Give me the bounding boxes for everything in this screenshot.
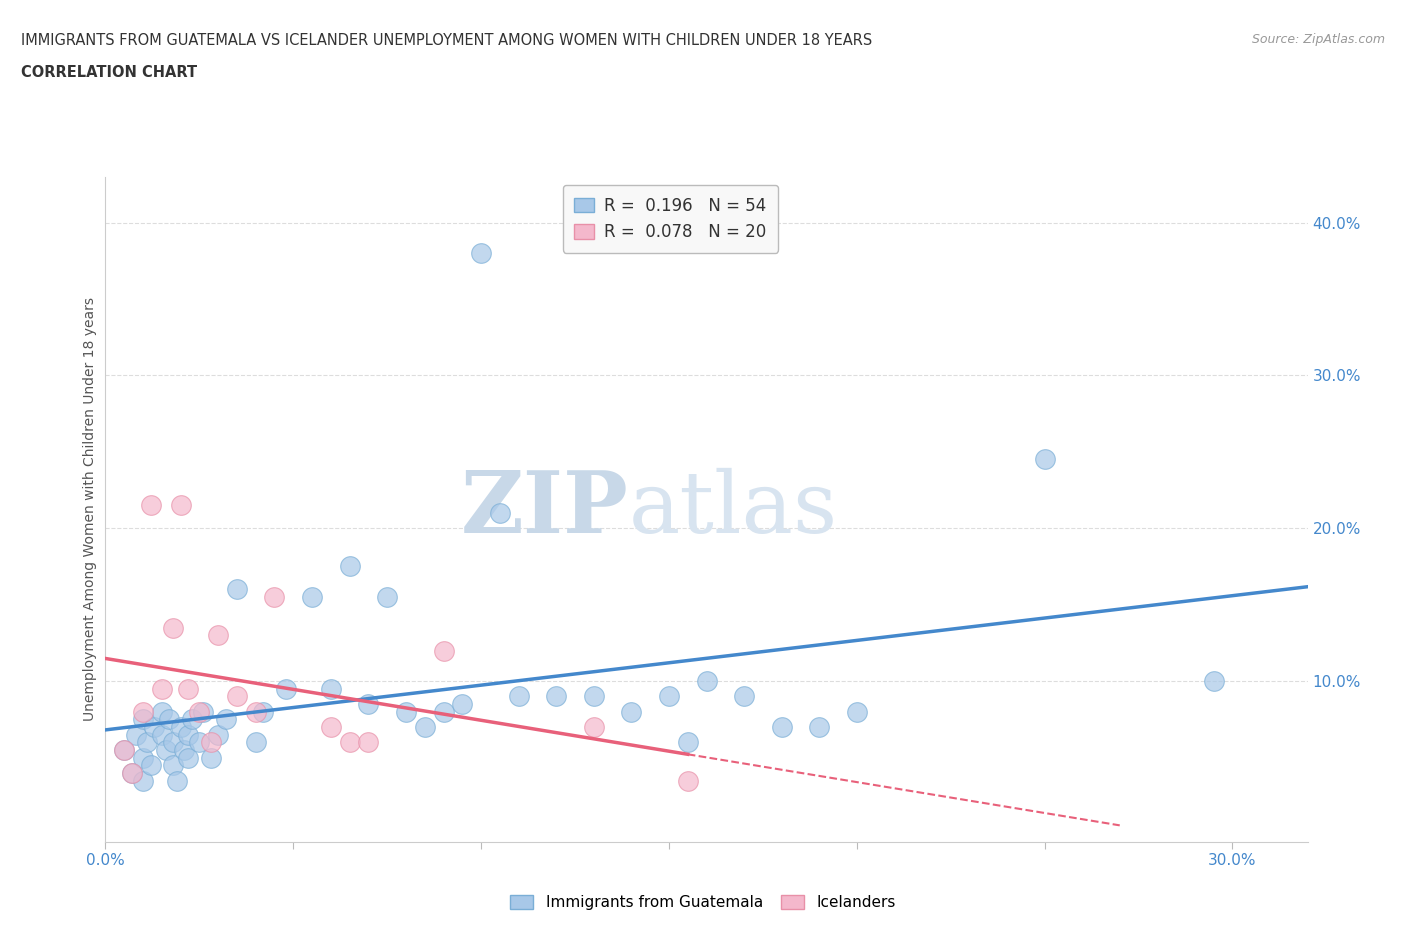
Point <box>169 720 191 735</box>
Point <box>620 704 643 719</box>
Point <box>177 751 200 765</box>
Point <box>177 727 200 742</box>
Point <box>121 765 143 780</box>
Point <box>845 704 868 719</box>
Text: ZIP: ZIP <box>461 467 628 551</box>
Point <box>301 590 323 604</box>
Point <box>207 727 229 742</box>
Point <box>357 735 380 750</box>
Point <box>188 735 211 750</box>
Point <box>150 682 173 697</box>
Point <box>489 506 512 521</box>
Point <box>135 735 157 750</box>
Point <box>124 727 146 742</box>
Point <box>162 758 184 773</box>
Point <box>339 735 361 750</box>
Point <box>226 582 249 597</box>
Point <box>139 758 162 773</box>
Point <box>162 735 184 750</box>
Point <box>245 735 267 750</box>
Point <box>166 773 188 788</box>
Point <box>191 704 214 719</box>
Point <box>1033 452 1056 467</box>
Point <box>658 689 681 704</box>
Point <box>546 689 568 704</box>
Point <box>143 720 166 735</box>
Point <box>214 712 236 727</box>
Point <box>319 720 342 735</box>
Point <box>432 644 454 658</box>
Point <box>226 689 249 704</box>
Point <box>132 704 155 719</box>
Point <box>112 742 135 757</box>
Legend: Immigrants from Guatemala, Icelanders: Immigrants from Guatemala, Icelanders <box>503 887 903 918</box>
Point <box>155 742 177 757</box>
Point <box>770 720 793 735</box>
Point <box>177 682 200 697</box>
Point <box>274 682 297 697</box>
Point <box>1202 673 1225 688</box>
Point <box>263 590 285 604</box>
Point <box>413 720 436 735</box>
Point <box>582 720 605 735</box>
Point <box>696 673 718 688</box>
Y-axis label: Unemployment Among Women with Children Under 18 years: Unemployment Among Women with Children U… <box>83 298 97 721</box>
Text: atlas: atlas <box>628 468 838 551</box>
Point <box>169 498 191 512</box>
Point <box>157 712 180 727</box>
Point <box>508 689 530 704</box>
Point <box>173 742 195 757</box>
Point <box>252 704 274 719</box>
Point <box>200 751 222 765</box>
Point <box>180 712 202 727</box>
Point <box>375 590 398 604</box>
Text: Source: ZipAtlas.com: Source: ZipAtlas.com <box>1251 33 1385 46</box>
Text: CORRELATION CHART: CORRELATION CHART <box>21 65 197 80</box>
Point <box>432 704 454 719</box>
Point <box>582 689 605 704</box>
Point <box>150 704 173 719</box>
Point <box>139 498 162 512</box>
Point <box>162 620 184 635</box>
Point <box>676 735 699 750</box>
Point <box>357 697 380 711</box>
Point <box>207 628 229 643</box>
Text: IMMIGRANTS FROM GUATEMALA VS ICELANDER UNEMPLOYMENT AMONG WOMEN WITH CHILDREN UN: IMMIGRANTS FROM GUATEMALA VS ICELANDER U… <box>21 33 872 47</box>
Point <box>733 689 755 704</box>
Point <box>319 682 342 697</box>
Point <box>112 742 135 757</box>
Point <box>339 559 361 574</box>
Point <box>395 704 418 719</box>
Point <box>200 735 222 750</box>
Point <box>150 727 173 742</box>
Point <box>808 720 831 735</box>
Point <box>132 751 155 765</box>
Point <box>132 712 155 727</box>
Point <box>451 697 474 711</box>
Point <box>676 773 699 788</box>
Point <box>121 765 143 780</box>
Legend: R =  0.196   N = 54, R =  0.078   N = 20: R = 0.196 N = 54, R = 0.078 N = 20 <box>562 185 779 253</box>
Point <box>132 773 155 788</box>
Point <box>245 704 267 719</box>
Point <box>188 704 211 719</box>
Point <box>470 246 492 260</box>
